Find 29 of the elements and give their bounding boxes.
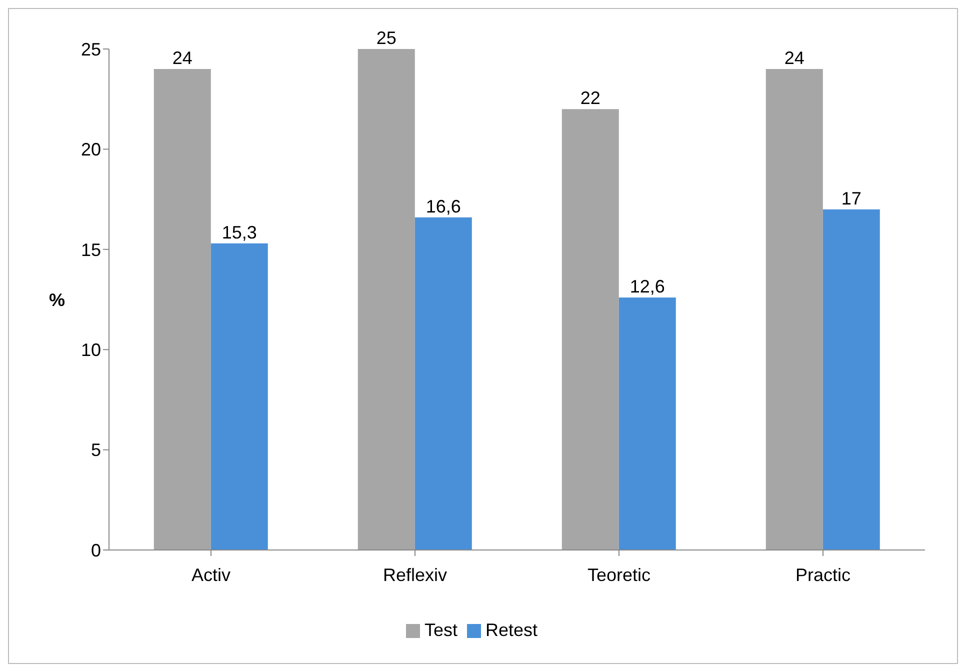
legend-label: Test [424, 620, 458, 640]
bar [414, 217, 472, 550]
data-label: 24 [172, 48, 192, 68]
data-label: 12,6 [630, 276, 665, 296]
y-tick-label: 10 [80, 340, 101, 360]
y-tick-label: 20 [80, 140, 101, 160]
bar [154, 69, 211, 550]
bar [822, 209, 880, 550]
data-label: 16,6 [426, 196, 461, 216]
data-label: 17 [841, 188, 862, 208]
x-tick-label: Reflexiv [382, 564, 448, 585]
legend-label: Retest [485, 620, 538, 640]
bar [766, 69, 823, 550]
y-tick-label: 0 [90, 540, 101, 560]
y-tick-label: 15 [80, 240, 101, 260]
data-label: 24 [784, 48, 804, 68]
x-tick-label: Practic [795, 564, 851, 585]
x-tick-label: Activ [191, 564, 231, 585]
bar [562, 109, 619, 550]
data-label: 15,3 [222, 222, 257, 242]
bar [618, 297, 676, 550]
data-label: 25 [376, 28, 396, 48]
bar [358, 49, 415, 550]
x-tick-label: Teoretic [587, 564, 651, 585]
bar [210, 243, 268, 550]
data-label: 22 [580, 88, 600, 108]
y-tick-label: 25 [80, 39, 101, 60]
y-tick-label: 5 [90, 440, 101, 460]
y-axis-title: % [49, 290, 66, 310]
